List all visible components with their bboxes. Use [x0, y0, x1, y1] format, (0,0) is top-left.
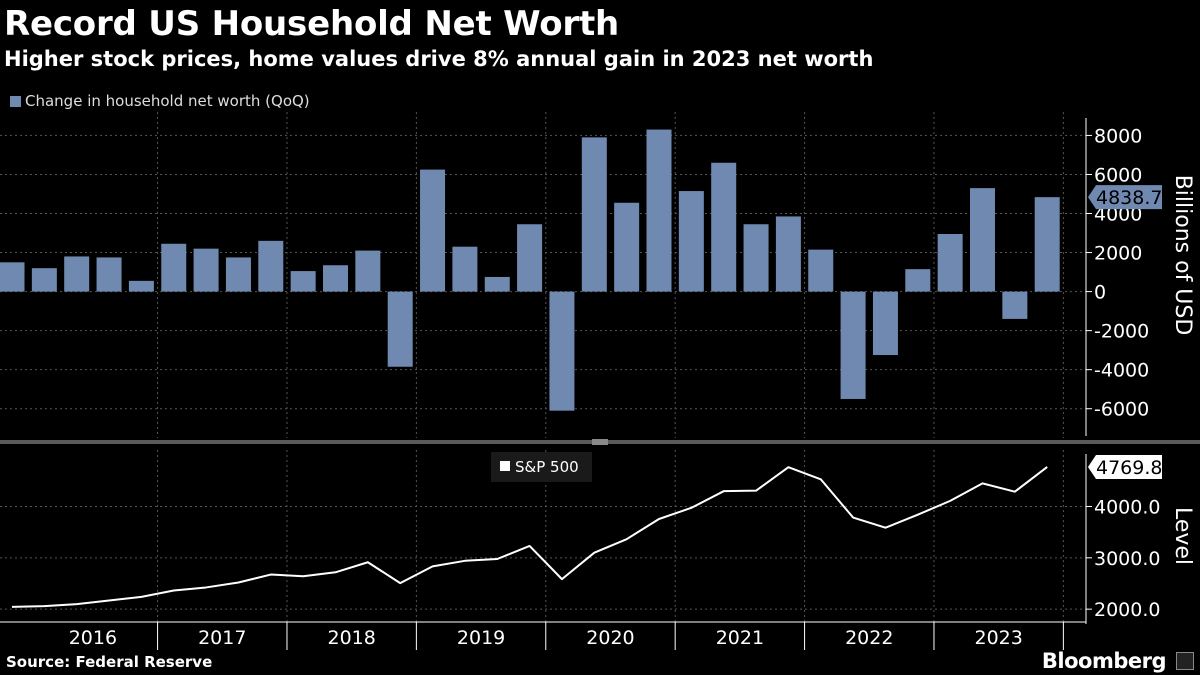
y-tick-label: -6000 — [1094, 399, 1149, 421]
bar — [581, 137, 607, 292]
y-tick-label: -2000 — [1094, 321, 1149, 343]
divider-handle — [592, 439, 608, 445]
bar — [970, 188, 995, 292]
bar — [225, 257, 251, 292]
y-tick-label: 2000 — [1094, 243, 1142, 265]
bar — [872, 291, 898, 356]
bar — [420, 169, 446, 292]
x-tick-label: 2019 — [457, 627, 505, 649]
last-value-tag — [1088, 454, 1162, 479]
bar — [387, 291, 413, 367]
top-bars — [0, 129, 1060, 411]
y-tick-label: 3000.0 — [1094, 548, 1160, 570]
x-tick-label: 2020 — [586, 627, 634, 649]
x-tick-label: 2021 — [716, 627, 764, 649]
x-tick-label: 2022 — [845, 627, 893, 649]
y-axis-title: Level — [1170, 507, 1195, 565]
line-legend-label: S&P 500 — [515, 458, 579, 476]
bar — [646, 129, 672, 292]
bottom-y-axis: 4000.0 3000.0 2000.0 4769.8 Level — [1085, 454, 1195, 624]
bar — [1002, 291, 1028, 319]
bar — [258, 240, 284, 292]
bottom-grid — [0, 450, 1086, 622]
bar — [96, 257, 122, 292]
source-note: Source: Federal Reserve — [6, 653, 213, 671]
y-tick-label: 2000.0 — [1094, 599, 1160, 621]
bar — [775, 216, 801, 292]
sp500-line — [11, 466, 1048, 608]
x-tick-label: 2023 — [974, 627, 1022, 649]
bar — [64, 256, 90, 292]
bar — [905, 269, 931, 292]
bar — [31, 268, 57, 292]
panel-divider — [0, 439, 1200, 445]
bar — [193, 248, 219, 292]
bar — [840, 291, 866, 399]
bar — [1034, 197, 1060, 292]
logo-box-icon — [1176, 652, 1194, 670]
bar-legend-swatch — [10, 95, 21, 107]
x-tick-label: 2018 — [327, 627, 375, 649]
bar — [517, 224, 543, 292]
chart-title: Record US Household Net Worth — [4, 4, 620, 44]
bar — [743, 224, 769, 292]
y-tick-label: 8000 — [1094, 125, 1142, 147]
x-tick-label: 2017 — [198, 627, 246, 649]
y-axis-title: Billions of USD — [1170, 175, 1195, 336]
y-tick-label: 4000.0 — [1094, 496, 1160, 518]
last-value-tag — [1088, 185, 1162, 210]
x-axis: 2016 2017 2018 2019 2020 2021 2022 2023 — [0, 621, 1086, 650]
sp500-series: S&P 500 — [11, 452, 1048, 608]
bar — [484, 276, 510, 292]
line-legend-swatch — [500, 461, 510, 471]
bar — [161, 243, 187, 292]
bar — [549, 291, 575, 411]
y-tick-label: 0 — [1094, 282, 1106, 304]
bar-legend-label: Change in household net worth (QoQ) — [25, 92, 310, 110]
bar — [678, 191, 704, 292]
bar — [290, 271, 316, 292]
x-tick-label: 2016 — [69, 627, 117, 649]
bar — [355, 250, 381, 292]
bar — [614, 202, 640, 292]
bar — [323, 265, 348, 292]
bar — [937, 234, 963, 292]
last-value-label: 4769.8 — [1096, 457, 1162, 479]
last-value-label: 4838.7 — [1096, 187, 1162, 209]
y-tick-label: -4000 — [1094, 360, 1149, 382]
bloomberg-logo: Bloomberg — [1041, 649, 1167, 673]
bar — [452, 246, 478, 292]
chart-subtitle: Higher stock prices, home values drive 8… — [4, 47, 874, 71]
y-tick-label: 6000 — [1094, 164, 1142, 186]
bar-legend: Change in household net worth (QoQ) — [10, 92, 310, 110]
bar — [711, 162, 737, 292]
bar — [808, 249, 834, 292]
bar — [0, 262, 25, 292]
bar — [128, 280, 154, 292]
